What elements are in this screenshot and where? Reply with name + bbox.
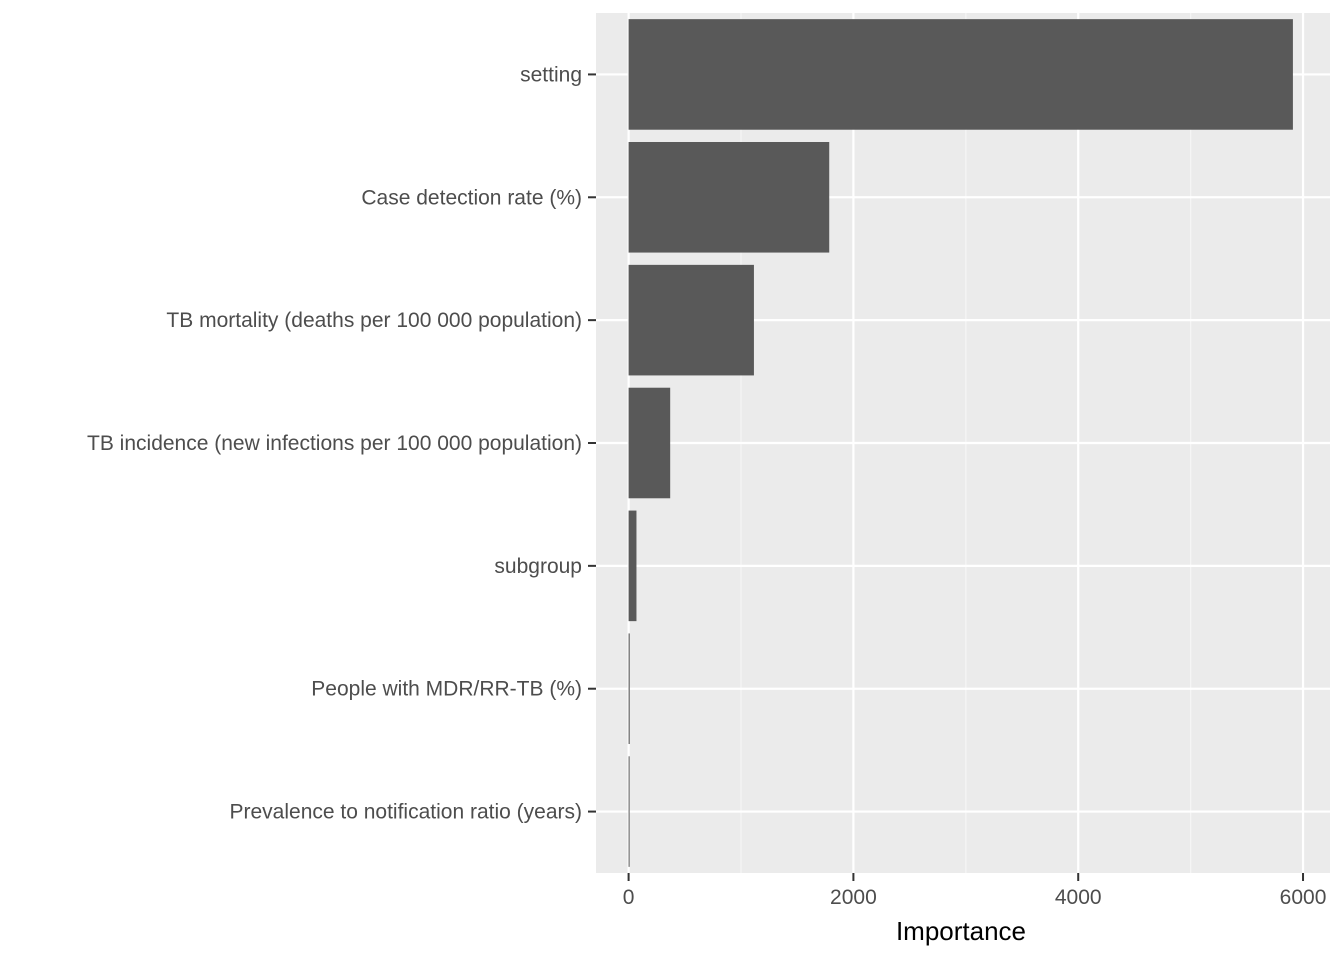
bar xyxy=(628,510,637,622)
bar xyxy=(628,387,671,499)
y-tick-label: subgroup xyxy=(494,555,582,578)
bars xyxy=(628,19,1293,867)
y-tick-label: setting xyxy=(520,63,582,86)
x-tick-label: 0 xyxy=(623,886,635,909)
bar xyxy=(628,142,830,253)
bar xyxy=(628,633,630,744)
bar xyxy=(628,756,630,867)
x-tick-label: 2000 xyxy=(830,886,877,909)
y-tick-label: Prevalence to notification ratio (years) xyxy=(230,801,583,824)
y-tick-label: TB mortality (deaths per 100 000 populat… xyxy=(166,309,582,332)
x-tick-label: 4000 xyxy=(1055,886,1102,909)
y-tick-label: People with MDR/RR-TB (%) xyxy=(311,678,582,701)
bar xyxy=(628,264,754,376)
x-tick-label: 6000 xyxy=(1280,886,1327,909)
x-axis-title: Importance xyxy=(896,916,1026,946)
y-tick-label: Case detection rate (%) xyxy=(361,186,582,209)
y-axis: setting Case detection rate (%) TB mortali… xyxy=(87,63,596,824)
x-axis: 0 2000 4000 6000 xyxy=(623,873,1327,909)
bar xyxy=(628,19,1293,130)
y-tick-label: TB incidence (new infections per 100 000… xyxy=(87,432,582,455)
